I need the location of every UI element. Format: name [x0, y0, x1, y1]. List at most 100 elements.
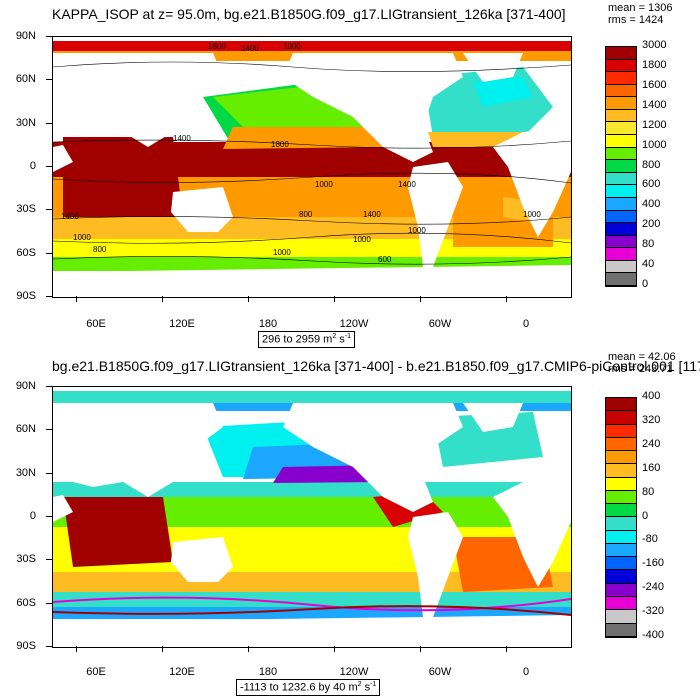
colorbar-swatch: [606, 570, 636, 584]
contour-label: 1400: [398, 180, 416, 189]
contour-label: 1000: [523, 210, 541, 219]
panel2-mean: mean = 42.06: [608, 351, 676, 363]
colorbar-swatch: [606, 109, 636, 123]
contour-label: 1800: [271, 140, 289, 149]
colorbar-label: 1200: [642, 118, 667, 131]
contour-label: 600: [378, 255, 392, 264]
colorbar-label: 400: [642, 390, 661, 402]
colorbar-label: 600: [642, 178, 661, 191]
colorbar-label: 80: [642, 485, 655, 498]
panel1-lat-90n: 90N: [15, 30, 36, 42]
panel2-lat-30n: 30N: [15, 467, 36, 479]
colorbar-label: 800: [642, 158, 661, 171]
panel1-lat-60s: 60S: [16, 247, 36, 259]
colorbar-swatch: [606, 47, 636, 60]
colorbar-label: 1800: [642, 58, 667, 71]
panel2-field: [53, 387, 571, 647]
colorbar-label: 0: [642, 509, 649, 522]
colorbar-label: 40: [642, 258, 655, 271]
axis-tick: [162, 646, 163, 652]
colorbar-label: -160: [642, 557, 665, 570]
colorbar-swatch: [606, 160, 636, 173]
panel2-lon-120w: 120W: [339, 666, 369, 678]
colorbar-swatch: [606, 147, 636, 161]
colorbar-swatch: [606, 197, 636, 211]
panel2-title: bg.e21.B1850G.f09_g17.LIGtransient_126ka…: [52, 358, 700, 374]
panel1-lon-120w: 120W: [339, 318, 369, 330]
colorbar-swatch: [606, 543, 636, 558]
colorbar-swatch: [606, 451, 636, 465]
panel1-range-prefix: 296 to 2959 m: [262, 333, 333, 346]
panel1-lat-30s: 30S: [16, 203, 36, 215]
axis-tick: [248, 296, 249, 302]
axis-tick: [46, 472, 52, 474]
axis-tick: [46, 559, 52, 561]
panel2-map: [52, 386, 572, 648]
panel1-stats: mean = 1306 rms = 1424: [608, 2, 673, 26]
axis-tick: [46, 645, 52, 647]
colorbar-swatch: [606, 477, 636, 491]
panel2-stats: mean = 42.06 rms = 243.71: [608, 351, 676, 375]
axis-tick: [334, 646, 335, 652]
colorbar-swatch: [606, 260, 636, 274]
panel1-colorbar: [605, 46, 637, 287]
axis-tick: [248, 646, 249, 652]
axis-tick: [334, 296, 335, 302]
panel1-lon-120e: 120E: [169, 318, 195, 330]
colorbar-label: 320: [642, 413, 661, 426]
panel2-lon-120e: 120E: [169, 666, 195, 678]
colorbar-label: 200: [642, 218, 661, 231]
colorbar-swatch: [606, 583, 636, 597]
panel2-lon-60w: 60W: [428, 666, 452, 678]
contour-label: 800: [299, 210, 313, 219]
panel1-lon-60w: 60W: [428, 318, 452, 330]
panel2-lon-180: 180: [258, 666, 278, 678]
colorbar-label: 1600: [642, 78, 667, 91]
axis-tick: [46, 165, 52, 167]
colorbar-swatch: [606, 557, 636, 571]
panel1-lon-0: 0: [522, 318, 530, 330]
panel2-lat-60s: 60S: [16, 597, 36, 609]
colorbar-swatch: [606, 610, 636, 624]
axis-tick: [46, 429, 52, 431]
panel2-lat-90n: 90N: [15, 380, 36, 392]
axis-tick: [506, 646, 507, 652]
panel1-map: 1000 1800 1400 1400 1800 1400 1000 1400 1000 800 1…: [52, 36, 572, 298]
contour-label: 1000: [315, 180, 333, 189]
colorbar-label: 3000: [642, 39, 667, 51]
colorbar-swatch: [606, 517, 636, 531]
colorbar-swatch: [606, 530, 636, 544]
contour-label: 1400: [61, 212, 79, 221]
colorbar-swatch: [606, 596, 636, 611]
colorbar-label: 160: [642, 461, 661, 474]
colorbar-swatch: [606, 223, 636, 236]
contour-label: 1400: [173, 134, 191, 143]
axis-tick: [46, 386, 52, 387]
colorbar-label: -240: [642, 581, 665, 594]
colorbar-label: 0: [642, 278, 649, 290]
colorbar-swatch: [606, 398, 636, 412]
contour-label: 1000: [408, 226, 426, 235]
panel1-lat-90s: 90S: [16, 290, 36, 302]
colorbar-swatch: [606, 235, 636, 249]
contour-label: 1400: [241, 44, 259, 53]
axis-tick: [46, 602, 52, 604]
axis-tick: [506, 296, 507, 302]
colorbar-swatch: [606, 59, 636, 73]
colorbar-swatch: [606, 248, 636, 261]
colorbar-label: 80: [642, 238, 655, 251]
colorbar-swatch: [606, 623, 636, 637]
colorbar-label: -400: [642, 629, 665, 641]
colorbar-swatch: [606, 72, 636, 85]
colorbar-swatch: [606, 504, 636, 518]
panel1-range-suffix: s: [336, 333, 345, 346]
panel2-range-suffix: s: [361, 681, 371, 694]
colorbar-swatch: [606, 424, 636, 438]
colorbar-label: 240: [642, 437, 661, 450]
colorbar-swatch: [606, 437, 636, 452]
axis-tick: [46, 252, 52, 254]
axis-tick: [46, 515, 52, 517]
colorbar-label: -80: [642, 533, 658, 546]
